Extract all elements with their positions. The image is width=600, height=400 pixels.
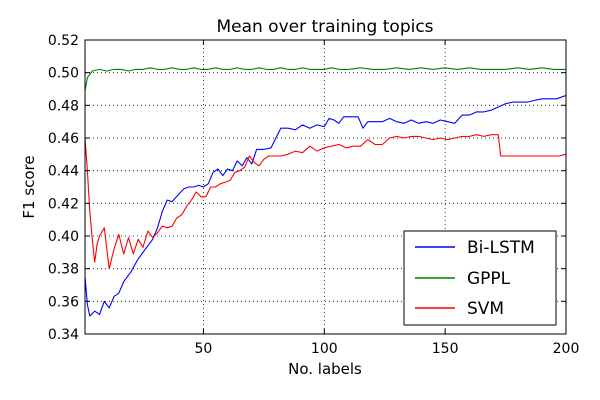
- series-lines: [84, 67, 567, 317]
- x-tick-label: 100: [311, 341, 338, 357]
- x-tick-label: 150: [432, 341, 459, 357]
- x-tick-label: 50: [195, 341, 213, 357]
- x-tick-label: 200: [553, 341, 580, 357]
- legend: Bi-LSTM GPPL SVM: [403, 230, 557, 326]
- legend-label-svm: SVM: [467, 299, 504, 319]
- y-tick-label: 0.36: [48, 294, 79, 310]
- y-axis-title: F1 score: [20, 155, 38, 218]
- series-line-gppl: [84, 67, 566, 91]
- y-tick-label: 0.50: [48, 66, 79, 82]
- y-tick-label: 0.52: [48, 33, 79, 49]
- legend-label-gppl: GPPL: [467, 269, 511, 289]
- x-axis-title: No. labels: [288, 360, 362, 378]
- legend-label-bilstm: Bi-LSTM: [467, 238, 535, 258]
- plot-frame: [84, 39, 567, 335]
- y-tick-label: 0.42: [48, 196, 79, 212]
- y-tick-label: 0.48: [48, 98, 79, 114]
- y-tick-label: 0.34: [48, 327, 79, 343]
- axis-ticks: 50 100 150 200 0.34 0.36 0.38 0.40 0.42 0.44 0.46 0…: [48, 33, 580, 357]
- y-tick-label: 0.38: [48, 262, 79, 278]
- y-tick-label: 0.46: [48, 131, 79, 147]
- y-tick-label: 0.40: [48, 229, 79, 245]
- chart-title: Mean over training topics: [216, 17, 433, 37]
- y-tick-label: 0.44: [48, 164, 79, 180]
- series-line-svm: [84, 134, 567, 270]
